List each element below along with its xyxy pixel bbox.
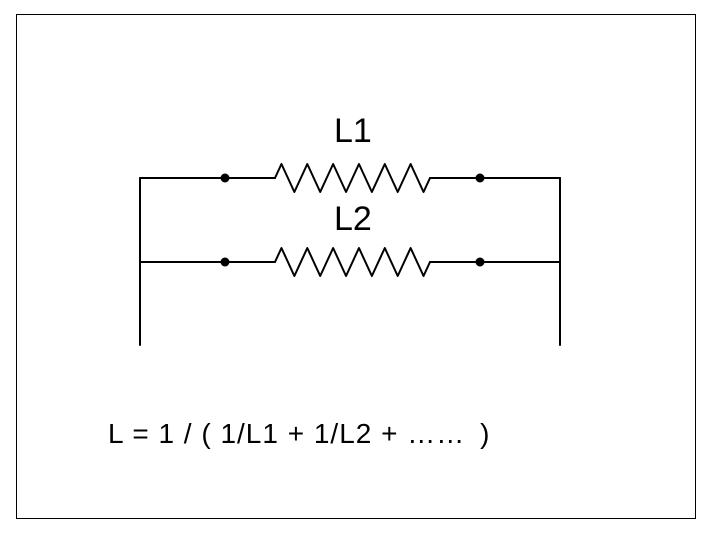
inductor-l2-label: L2: [334, 200, 372, 239]
formula-close-paren: ): [480, 418, 490, 449]
circuit-diagram: [0, 0, 712, 535]
inductor-l1-label: L1: [334, 112, 372, 151]
formula-main: L = 1 / ( 1/L1 + 1/L2 + ……: [108, 418, 465, 449]
diagram-canvas: L1 L2 L = 1 / ( 1/L1 + 1/L2 + …… ): [0, 0, 712, 535]
formula-text: L = 1 / ( 1/L1 + 1/L2 + …… ): [108, 418, 490, 450]
